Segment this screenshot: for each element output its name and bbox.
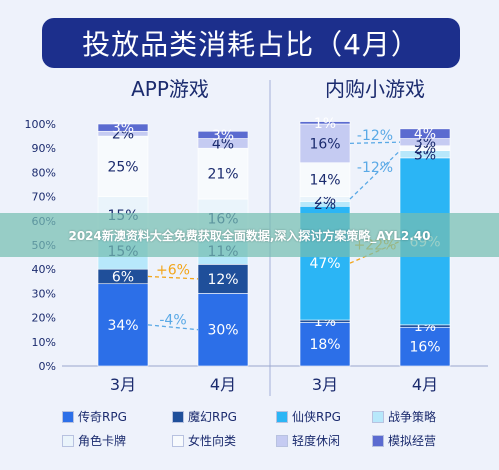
bar-segment-8: [197, 130, 249, 139]
bar-value-label: 47%: [309, 256, 340, 272]
change-connector: [349, 150, 401, 200]
legend-swatch: [62, 434, 74, 447]
x-category-label: 4月: [210, 375, 236, 394]
bar-segment-8: [299, 121, 351, 125]
bar-value-label: 1%: [314, 116, 336, 132]
bar-value-label: 12%: [207, 272, 238, 288]
bar-segment-1: [97, 283, 149, 367]
legend-swatch: [172, 410, 184, 423]
legend-label: 模拟经营: [388, 434, 437, 448]
bar-segment-1: [299, 322, 351, 367]
legend: 传奇RPG 魔幻RPG 仙侠RPG 战争策略角色卡牌 女性向类 轻度休闲 模拟经营: [0, 404, 499, 464]
legend-label: 魔幻RPG: [188, 410, 237, 424]
bar-segment-8: [399, 128, 451, 139]
y-tick-label: 100%: [25, 118, 56, 131]
x-category-label: 4月: [412, 375, 438, 394]
chart-title: 投放品类消耗占比（4月）: [42, 18, 460, 68]
bar-segment-7: [299, 123, 351, 164]
y-tick-label: 20%: [32, 312, 56, 325]
legend-item: 仙侠RPG: [276, 408, 341, 425]
bar-segment-6: [299, 162, 351, 197]
bar-value-label: 4%: [414, 127, 436, 143]
y-tick-label: 40%: [32, 263, 56, 276]
bar-value-label: 34%: [107, 318, 138, 334]
x-category-label: 3月: [312, 375, 338, 394]
legend-item: 魔幻RPG: [172, 408, 237, 425]
y-tick-label: 90%: [32, 142, 56, 155]
bar-value-label: 16%: [409, 340, 440, 356]
change-connector: [349, 141, 401, 145]
legend-item: 战争策略: [372, 408, 436, 425]
legend-item: 轻度休闲: [276, 432, 340, 449]
y-tick-label: 10%: [32, 336, 56, 349]
watermark-banner: 2024新澳资料大全免费获取全面数据,深入探讨方案策略_AYL2.40: [0, 213, 499, 257]
change-connector: [147, 275, 199, 280]
bar-segment-2: [197, 264, 249, 294]
bar-value-label: 25%: [107, 159, 138, 175]
legend-swatch: [372, 434, 384, 447]
bar-value-label: 14%: [309, 173, 340, 189]
bar-segment-6: [197, 147, 249, 200]
legend-item: 女性向类: [172, 432, 236, 449]
change-label: -4%: [159, 312, 186, 328]
bar-value-label: 18%: [309, 337, 340, 353]
bar-segment-8: [97, 123, 149, 132]
bar-value-label: 3%: [414, 135, 436, 151]
legend-label: 战争策略: [388, 410, 437, 424]
change-label: -12%: [357, 160, 393, 176]
bar-segment-6: [97, 135, 149, 197]
bar-segment-1: [197, 293, 249, 367]
bar-value-label: 6%: [112, 269, 134, 285]
legend-swatch: [372, 410, 384, 423]
bar-value-label: 3%: [414, 147, 436, 163]
legend-item: 模拟经营: [372, 432, 436, 449]
change-label: +6%: [156, 263, 190, 279]
group-title-minigame: 内购小游戏: [325, 77, 425, 101]
x-category-label: 3月: [110, 375, 136, 394]
change-label: -12%: [357, 128, 393, 144]
legend-swatch: [276, 434, 288, 447]
bar-value-label: 3%: [212, 128, 234, 144]
legend-label: 角色卡牌: [78, 434, 127, 448]
y-tick-label: 80%: [32, 166, 56, 179]
bar-value-label: 21%: [207, 167, 238, 183]
legend-label: 仙侠RPG: [292, 410, 341, 424]
legend-swatch: [276, 410, 288, 423]
bar-segment-1: [399, 326, 451, 367]
legend-swatch: [62, 410, 74, 423]
legend-item: 传奇RPG: [62, 408, 127, 425]
legend-item: 角色卡牌: [62, 432, 126, 449]
watermark-text: 2024新澳资料大全免费获取全面数据,深入探讨方案策略_AYL2.40: [68, 228, 431, 243]
legend-swatch: [172, 434, 184, 447]
y-tick-label: 30%: [32, 287, 56, 300]
legend-label: 传奇RPG: [78, 410, 127, 424]
y-tick-label: 0%: [39, 360, 56, 373]
y-tick-label: 70%: [32, 191, 56, 204]
bar-value-label: 16%: [309, 136, 340, 152]
bar-value-label: 3%: [112, 121, 134, 137]
group-title-app: APP游戏: [131, 77, 209, 101]
bar-value-label: 30%: [207, 323, 238, 339]
bar-value-label: 4%: [212, 136, 234, 152]
legend-label: 轻度休闲: [292, 434, 341, 448]
legend-label: 女性向类: [188, 434, 237, 448]
change-connector: [147, 324, 199, 331]
